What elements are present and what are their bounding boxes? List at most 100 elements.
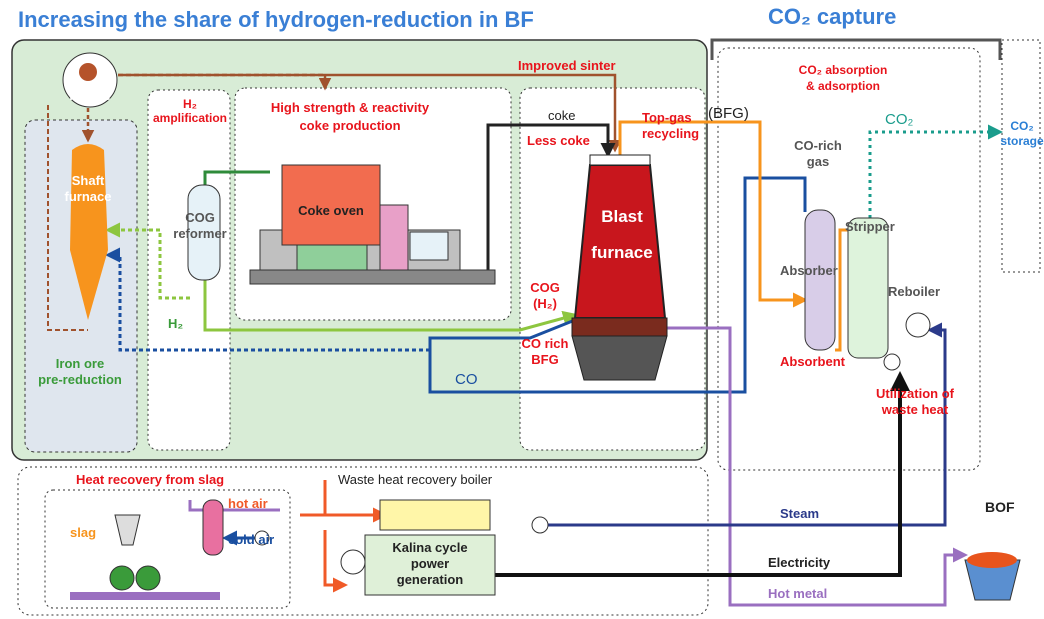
- label-line: storage: [1000, 134, 1044, 148]
- label: (BFG): [708, 105, 749, 122]
- stripper-column: [847, 217, 889, 359]
- label: COG reformer: [173, 210, 226, 241]
- label: Kalina cycle power generation: [392, 540, 467, 587]
- oven-rail: [249, 269, 496, 285]
- label: Reboiler: [888, 284, 940, 299]
- label-line: CO₂ absorption: [799, 63, 888, 77]
- label-line: (H₂): [533, 296, 557, 311]
- boiler-box: [379, 499, 491, 531]
- slag-air-line: [188, 500, 280, 512]
- electricity-line: [490, 371, 910, 577]
- label-line: coke production: [299, 118, 400, 133]
- label: Top-gas recycling: [642, 110, 699, 141]
- label-line: CO-rich: [794, 138, 842, 153]
- label: CO₂ absorption & adsorption: [799, 63, 888, 93]
- label: CO₂ storage: [1000, 119, 1044, 148]
- label-line: amplification: [153, 111, 227, 125]
- label-line: Kalina cycle: [392, 540, 467, 555]
- conveyor: [70, 592, 220, 600]
- absorbent-line: [835, 228, 848, 352]
- label-line: pre-reduction: [38, 372, 122, 387]
- co2-line: [868, 124, 1003, 218]
- label-line: furnace: [65, 189, 112, 204]
- label: Improved sinter: [518, 58, 616, 73]
- air-fan: [254, 530, 270, 546]
- label: Hot metal: [768, 586, 827, 601]
- reformer: [187, 184, 221, 281]
- oven-tower: [379, 204, 409, 276]
- label-line: generation: [397, 572, 464, 587]
- label: BOF: [985, 499, 1015, 515]
- label-line: & adsorption: [806, 79, 880, 93]
- steam-line: [540, 322, 947, 527]
- label: CO rich BFG: [522, 336, 569, 367]
- label-line: CO rich: [522, 336, 569, 351]
- coke-line: [486, 123, 616, 275]
- label: slag: [70, 525, 96, 540]
- label-line: Top-gas: [642, 110, 692, 125]
- label-line: Utilization of: [876, 386, 955, 401]
- label: Electricity: [768, 555, 831, 570]
- co-return: [105, 247, 430, 352]
- hot-metal-line: [660, 326, 968, 607]
- slag-column: [202, 499, 224, 556]
- kalina-box: [364, 534, 496, 596]
- label: H₂: [168, 316, 183, 331]
- ore-down: [47, 105, 88, 331]
- label-line: CO₂: [1010, 119, 1033, 133]
- air-branch: [323, 480, 345, 585]
- top-gas-line: [618, 120, 808, 308]
- label: Waste heat recovery boiler: [338, 472, 493, 487]
- label-line: gas: [807, 154, 829, 169]
- bf-base: [571, 335, 668, 381]
- capture-title: CO₂ capture: [768, 4, 896, 29]
- cog-line: [203, 170, 270, 185]
- shaft-furnace: [70, 144, 108, 320]
- label-line: waste heat: [881, 402, 949, 417]
- kalina-hx: [340, 549, 366, 575]
- absorber-column: [804, 209, 836, 351]
- label: Stripper: [845, 219, 895, 234]
- label: Shaft furnace: [65, 173, 112, 204]
- label-line: Blast: [601, 207, 643, 226]
- drum-1: [109, 565, 135, 591]
- label-line: Iron ore: [56, 356, 104, 371]
- label: cold air: [228, 532, 274, 547]
- h2-return: [105, 222, 190, 300]
- label: Less coke: [527, 133, 590, 148]
- label-line: High strength & reactivity: [271, 100, 430, 115]
- capture-frame: [710, 38, 1002, 60]
- label-line: COG: [185, 210, 215, 225]
- label: Iron ore: [70, 91, 111, 103]
- title: Increasing the share of hydrogen-reducti…: [18, 7, 534, 32]
- ladle: [114, 514, 141, 546]
- h2-line: [203, 280, 578, 332]
- label: COG (H₂): [530, 280, 560, 311]
- label-line: Shaft: [72, 173, 105, 188]
- label: H₂ amplification: [153, 97, 227, 125]
- label: Heat recovery from slag: [76, 472, 224, 487]
- label: coke: [548, 108, 575, 123]
- label-line: COG: [530, 280, 560, 295]
- label: Iron ore pre-reduction: [38, 356, 122, 387]
- bof-melt: [967, 552, 1017, 568]
- ore-pile: [79, 63, 97, 81]
- sinter-line: [118, 73, 622, 153]
- drum-2: [135, 565, 161, 591]
- bf-hearth: [571, 317, 668, 337]
- label: Utilization of waste heat: [876, 386, 955, 417]
- label: Absorber: [780, 263, 838, 278]
- label: CO-rich gas: [794, 138, 842, 169]
- quench-car: [409, 231, 449, 261]
- label: CO₂: [885, 111, 914, 128]
- label: Blast furnace: [591, 207, 652, 262]
- coke-oven: [281, 164, 381, 246]
- pump: [883, 353, 901, 371]
- label: hot air: [228, 496, 268, 511]
- boiler-pump: [531, 516, 549, 534]
- storage-box: [1001, 39, 1041, 273]
- label: Absorbent: [780, 354, 846, 369]
- bf-top: [589, 154, 651, 166]
